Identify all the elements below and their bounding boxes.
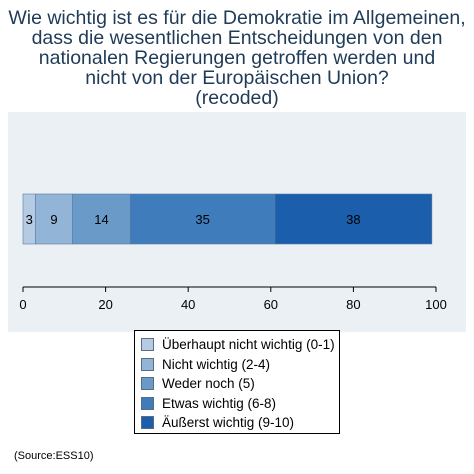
bar-segment-label: 35 xyxy=(195,212,209,227)
chart-title-line: nicht von der Europäischen Union? xyxy=(85,67,389,89)
bar-segment-label: 38 xyxy=(346,212,360,227)
legend-label: Weder noch (5) xyxy=(162,376,255,392)
bar-segment-label: 14 xyxy=(94,212,108,227)
x-tick-label: 80 xyxy=(346,297,360,312)
stacked-bar-chart: 3 9 14 35 38 0 20 40 60 80 100 xyxy=(19,193,447,312)
legend-label: Etwas wichtig (6-8) xyxy=(162,395,277,411)
legend-item: Weder noch (5) xyxy=(141,374,339,394)
bar-segment-label: 9 xyxy=(50,212,57,227)
legend-swatch xyxy=(141,338,154,352)
legend-label: Nicht wichtig (2-4) xyxy=(162,356,271,372)
chart-title-line: (recoded) xyxy=(195,87,279,109)
legend-swatch xyxy=(141,396,154,410)
chart-title-line: nationalen Regierungen getroffen werden … xyxy=(38,47,436,69)
legend-swatch xyxy=(141,357,154,371)
legend: Überhaupt nicht wichtig (0-1) Nicht wicht… xyxy=(134,330,340,434)
chart-title: Wie wichtig ist es für die Demokratie im… xyxy=(0,8,474,108)
x-tick-label: 40 xyxy=(181,297,195,312)
legend-item: Überhaupt nicht wichtig (0-1) xyxy=(141,335,339,355)
bar-segment xyxy=(130,193,276,245)
x-tick-label: 0 xyxy=(19,297,26,312)
legend-swatch xyxy=(141,416,154,430)
legend-item: Äußerst wichtig (9-10) xyxy=(141,413,339,433)
plot-region: 3 9 14 35 38 0 20 40 60 80 100 xyxy=(8,112,466,332)
legend-label: Äußerst wichtig (9-10) xyxy=(162,415,295,431)
x-tick-label: 20 xyxy=(98,297,112,312)
legend-item: Nicht wichtig (2-4) xyxy=(141,355,339,375)
bar-segment xyxy=(72,193,131,245)
source-note: (Source:ESS10) xyxy=(14,450,94,462)
legend-item: Etwas wichtig (6-8) xyxy=(141,394,339,414)
bar-segment xyxy=(35,193,73,245)
legend-swatch xyxy=(141,377,154,391)
bar-segment-label: 3 xyxy=(26,212,33,227)
chart-title-line: dass die wesentlichen Entscheidungen von… xyxy=(31,27,443,49)
x-tick-label: 60 xyxy=(264,297,278,312)
bar-segment xyxy=(274,193,433,245)
legend-label: Überhaupt nicht wichtig (0-1) xyxy=(162,337,335,353)
x-tick-label: 100 xyxy=(425,297,447,312)
chart-title-line: Wie wichtig ist es für die Demokratie im… xyxy=(8,7,466,29)
